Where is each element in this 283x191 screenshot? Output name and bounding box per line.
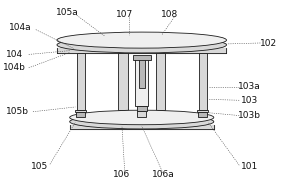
Bar xyxy=(138,111,146,117)
Text: 104b: 104b xyxy=(3,63,26,72)
Text: 105b: 105b xyxy=(6,107,29,116)
Text: 107: 107 xyxy=(116,10,133,19)
Text: 101: 101 xyxy=(241,162,258,171)
Text: 103: 103 xyxy=(241,96,258,105)
Bar xyxy=(197,110,208,112)
Bar xyxy=(139,57,145,87)
Ellipse shape xyxy=(70,114,214,129)
Text: 105a: 105a xyxy=(55,8,78,17)
Text: 106: 106 xyxy=(113,170,130,179)
Bar xyxy=(198,112,207,117)
Ellipse shape xyxy=(57,32,226,48)
Text: 104: 104 xyxy=(6,50,23,59)
Text: 105: 105 xyxy=(31,162,49,171)
Bar xyxy=(118,53,128,110)
Text: 103a: 103a xyxy=(238,82,260,91)
Bar xyxy=(199,53,207,110)
Ellipse shape xyxy=(70,110,214,125)
Text: 104a: 104a xyxy=(9,23,32,32)
Bar xyxy=(137,106,147,111)
Bar xyxy=(77,53,85,110)
Ellipse shape xyxy=(57,37,226,53)
Text: 106a: 106a xyxy=(152,170,174,179)
Text: 108: 108 xyxy=(161,10,179,19)
Bar xyxy=(132,55,151,60)
Text: 102: 102 xyxy=(260,39,277,49)
Bar xyxy=(135,57,148,106)
Bar xyxy=(75,110,86,112)
Text: 103b: 103b xyxy=(238,111,261,120)
Bar xyxy=(156,53,165,110)
Bar xyxy=(76,112,85,117)
